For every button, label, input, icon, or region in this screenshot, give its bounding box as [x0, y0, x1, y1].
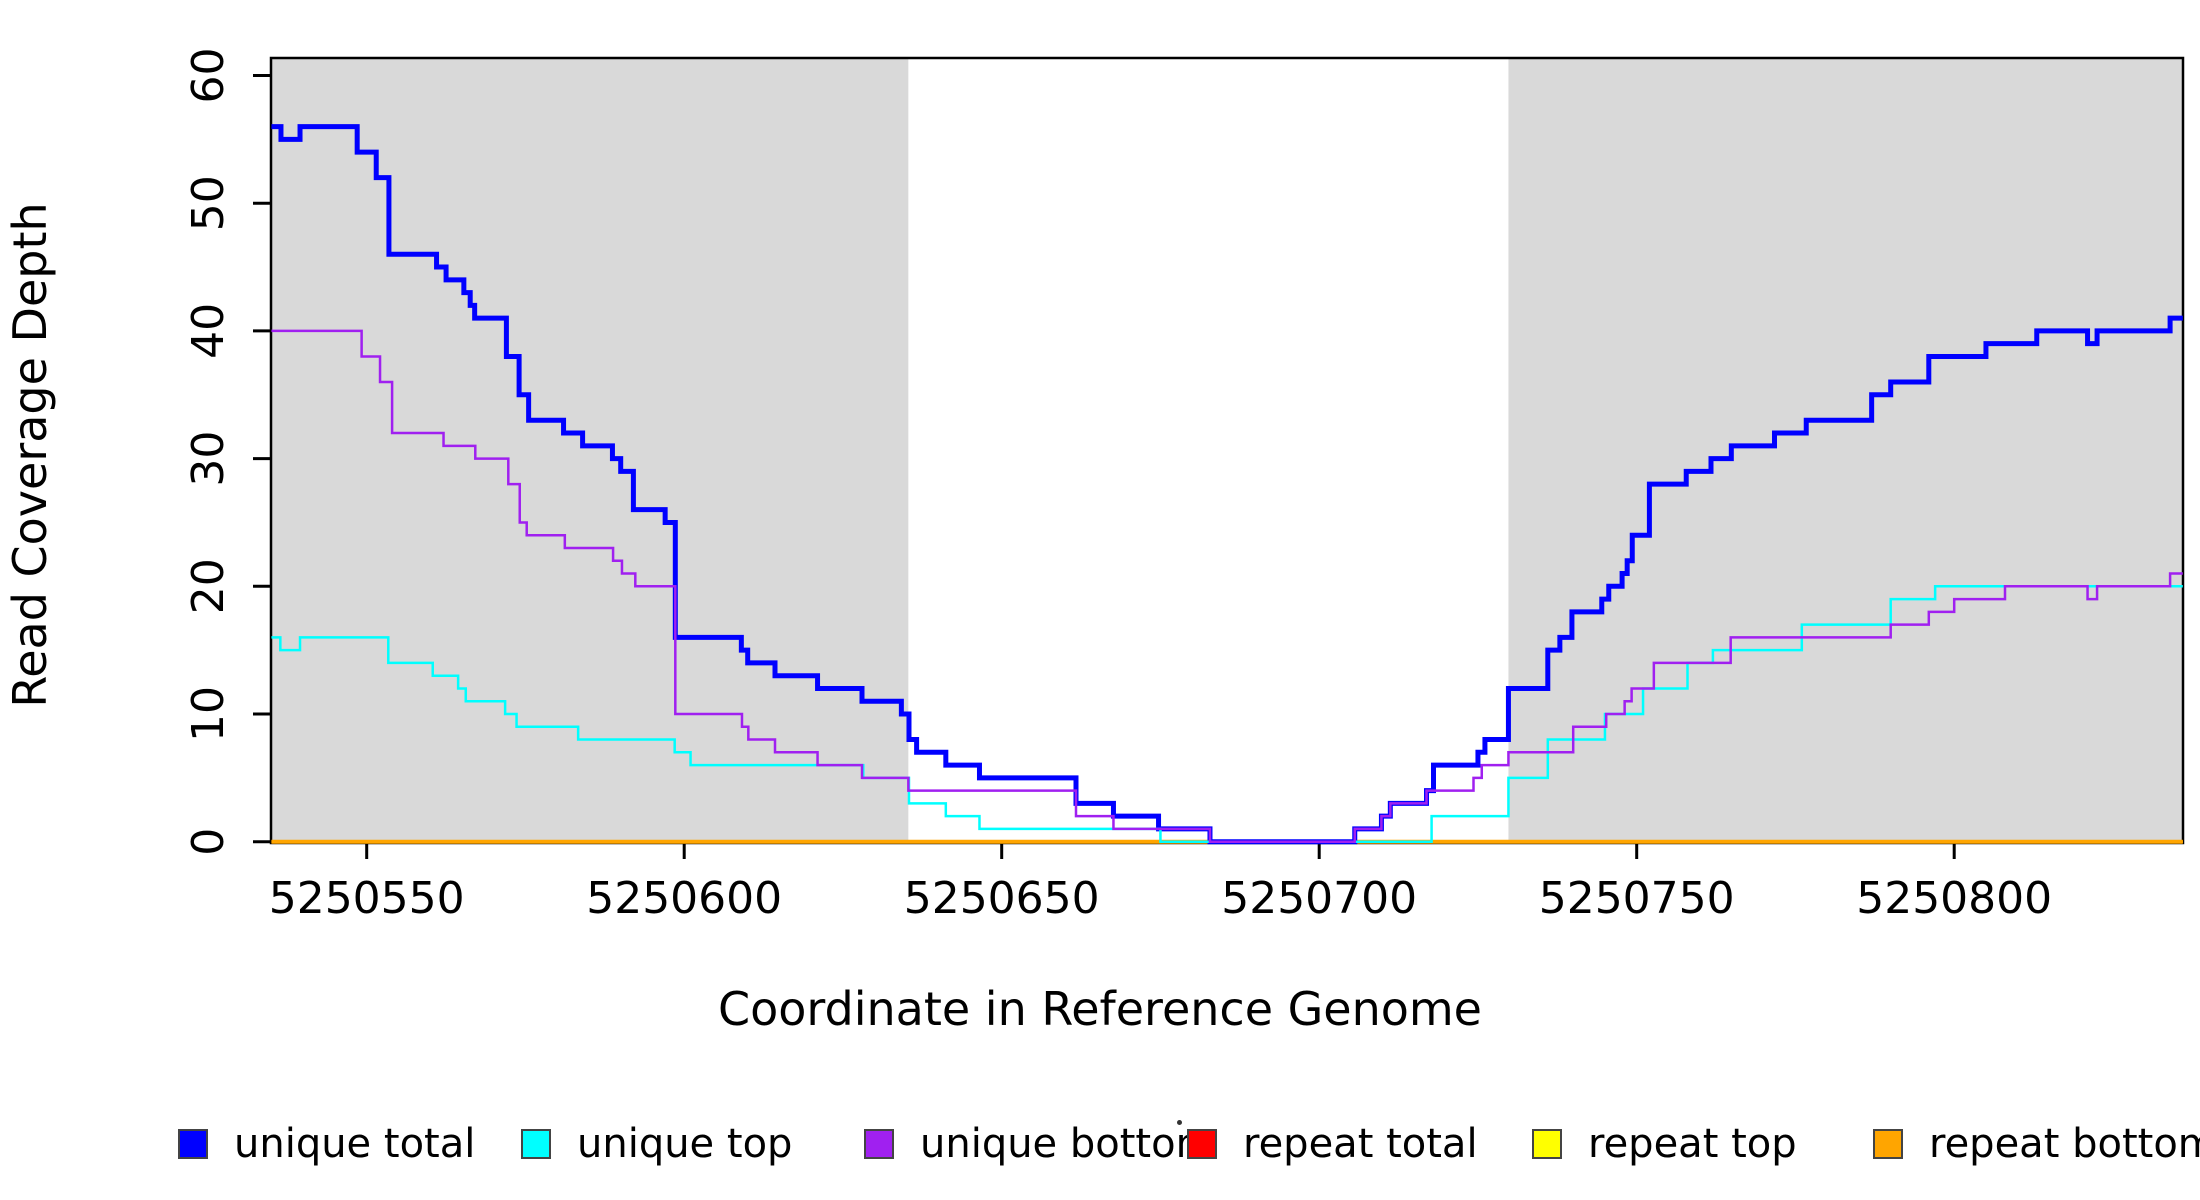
repeat-bottom-swatch-icon [1873, 1129, 1903, 1159]
legend-item-unique-total: unique total [178, 1121, 476, 1167]
legend-label: unique total [234, 1121, 476, 1167]
y-tick-label: 60 [183, 48, 234, 104]
legend-item-repeat-top: repeat top [1532, 1121, 1797, 1167]
legend-label: repeat top [1588, 1121, 1797, 1167]
y-tick-label: 0 [183, 828, 234, 856]
y-axis-title: Read Coverage Depth [3, 202, 57, 708]
x-tick-label: 5250600 [586, 873, 782, 924]
legend-label: repeat total [1243, 1121, 1478, 1167]
shaded-region [1508, 58, 2183, 843]
stray-point-artifact [1177, 1120, 1182, 1125]
y-tick-label: 10 [183, 686, 234, 742]
chart-legend: unique total unique top unique bottom re… [0, 1121, 2200, 1182]
x-tick-label: 5250800 [1856, 873, 2052, 924]
repeat-total-swatch-icon [1187, 1129, 1217, 1159]
x-tick-label: 5250650 [904, 873, 1100, 924]
y-tick-label: 40 [183, 303, 234, 359]
x-tick-label: 5250550 [269, 873, 465, 924]
legend-item-repeat-total: repeat total [1187, 1121, 1478, 1167]
x-axis-title: Coordinate in Reference Genome [718, 982, 1482, 1036]
legend-label: unique bottom [920, 1121, 1215, 1167]
series-unique-bottom [271, 329, 2183, 843]
legend-item-unique-top: unique top [521, 1121, 793, 1167]
legend-label: repeat bottom [1929, 1121, 2200, 1167]
y-tick-label: 20 [183, 558, 234, 614]
repeat-top-swatch-icon [1532, 1129, 1562, 1159]
series-unique-total [271, 124, 2183, 845]
legend-label: unique top [577, 1121, 793, 1167]
x-tick-label: 5250750 [1539, 873, 1735, 924]
y-tick-label: 30 [183, 431, 234, 487]
shaded-region [271, 58, 909, 843]
x-tick-label: 5250700 [1221, 873, 1417, 924]
unique-top-swatch-icon [521, 1129, 551, 1159]
legend-item-repeat-bottom: repeat bottom [1873, 1121, 2200, 1167]
y-tick-label: 50 [183, 175, 234, 231]
unique-bottom-swatch-icon [864, 1129, 894, 1159]
legend-item-unique-bottom: unique bottom [864, 1121, 1215, 1167]
unique-total-swatch-icon [178, 1129, 208, 1159]
